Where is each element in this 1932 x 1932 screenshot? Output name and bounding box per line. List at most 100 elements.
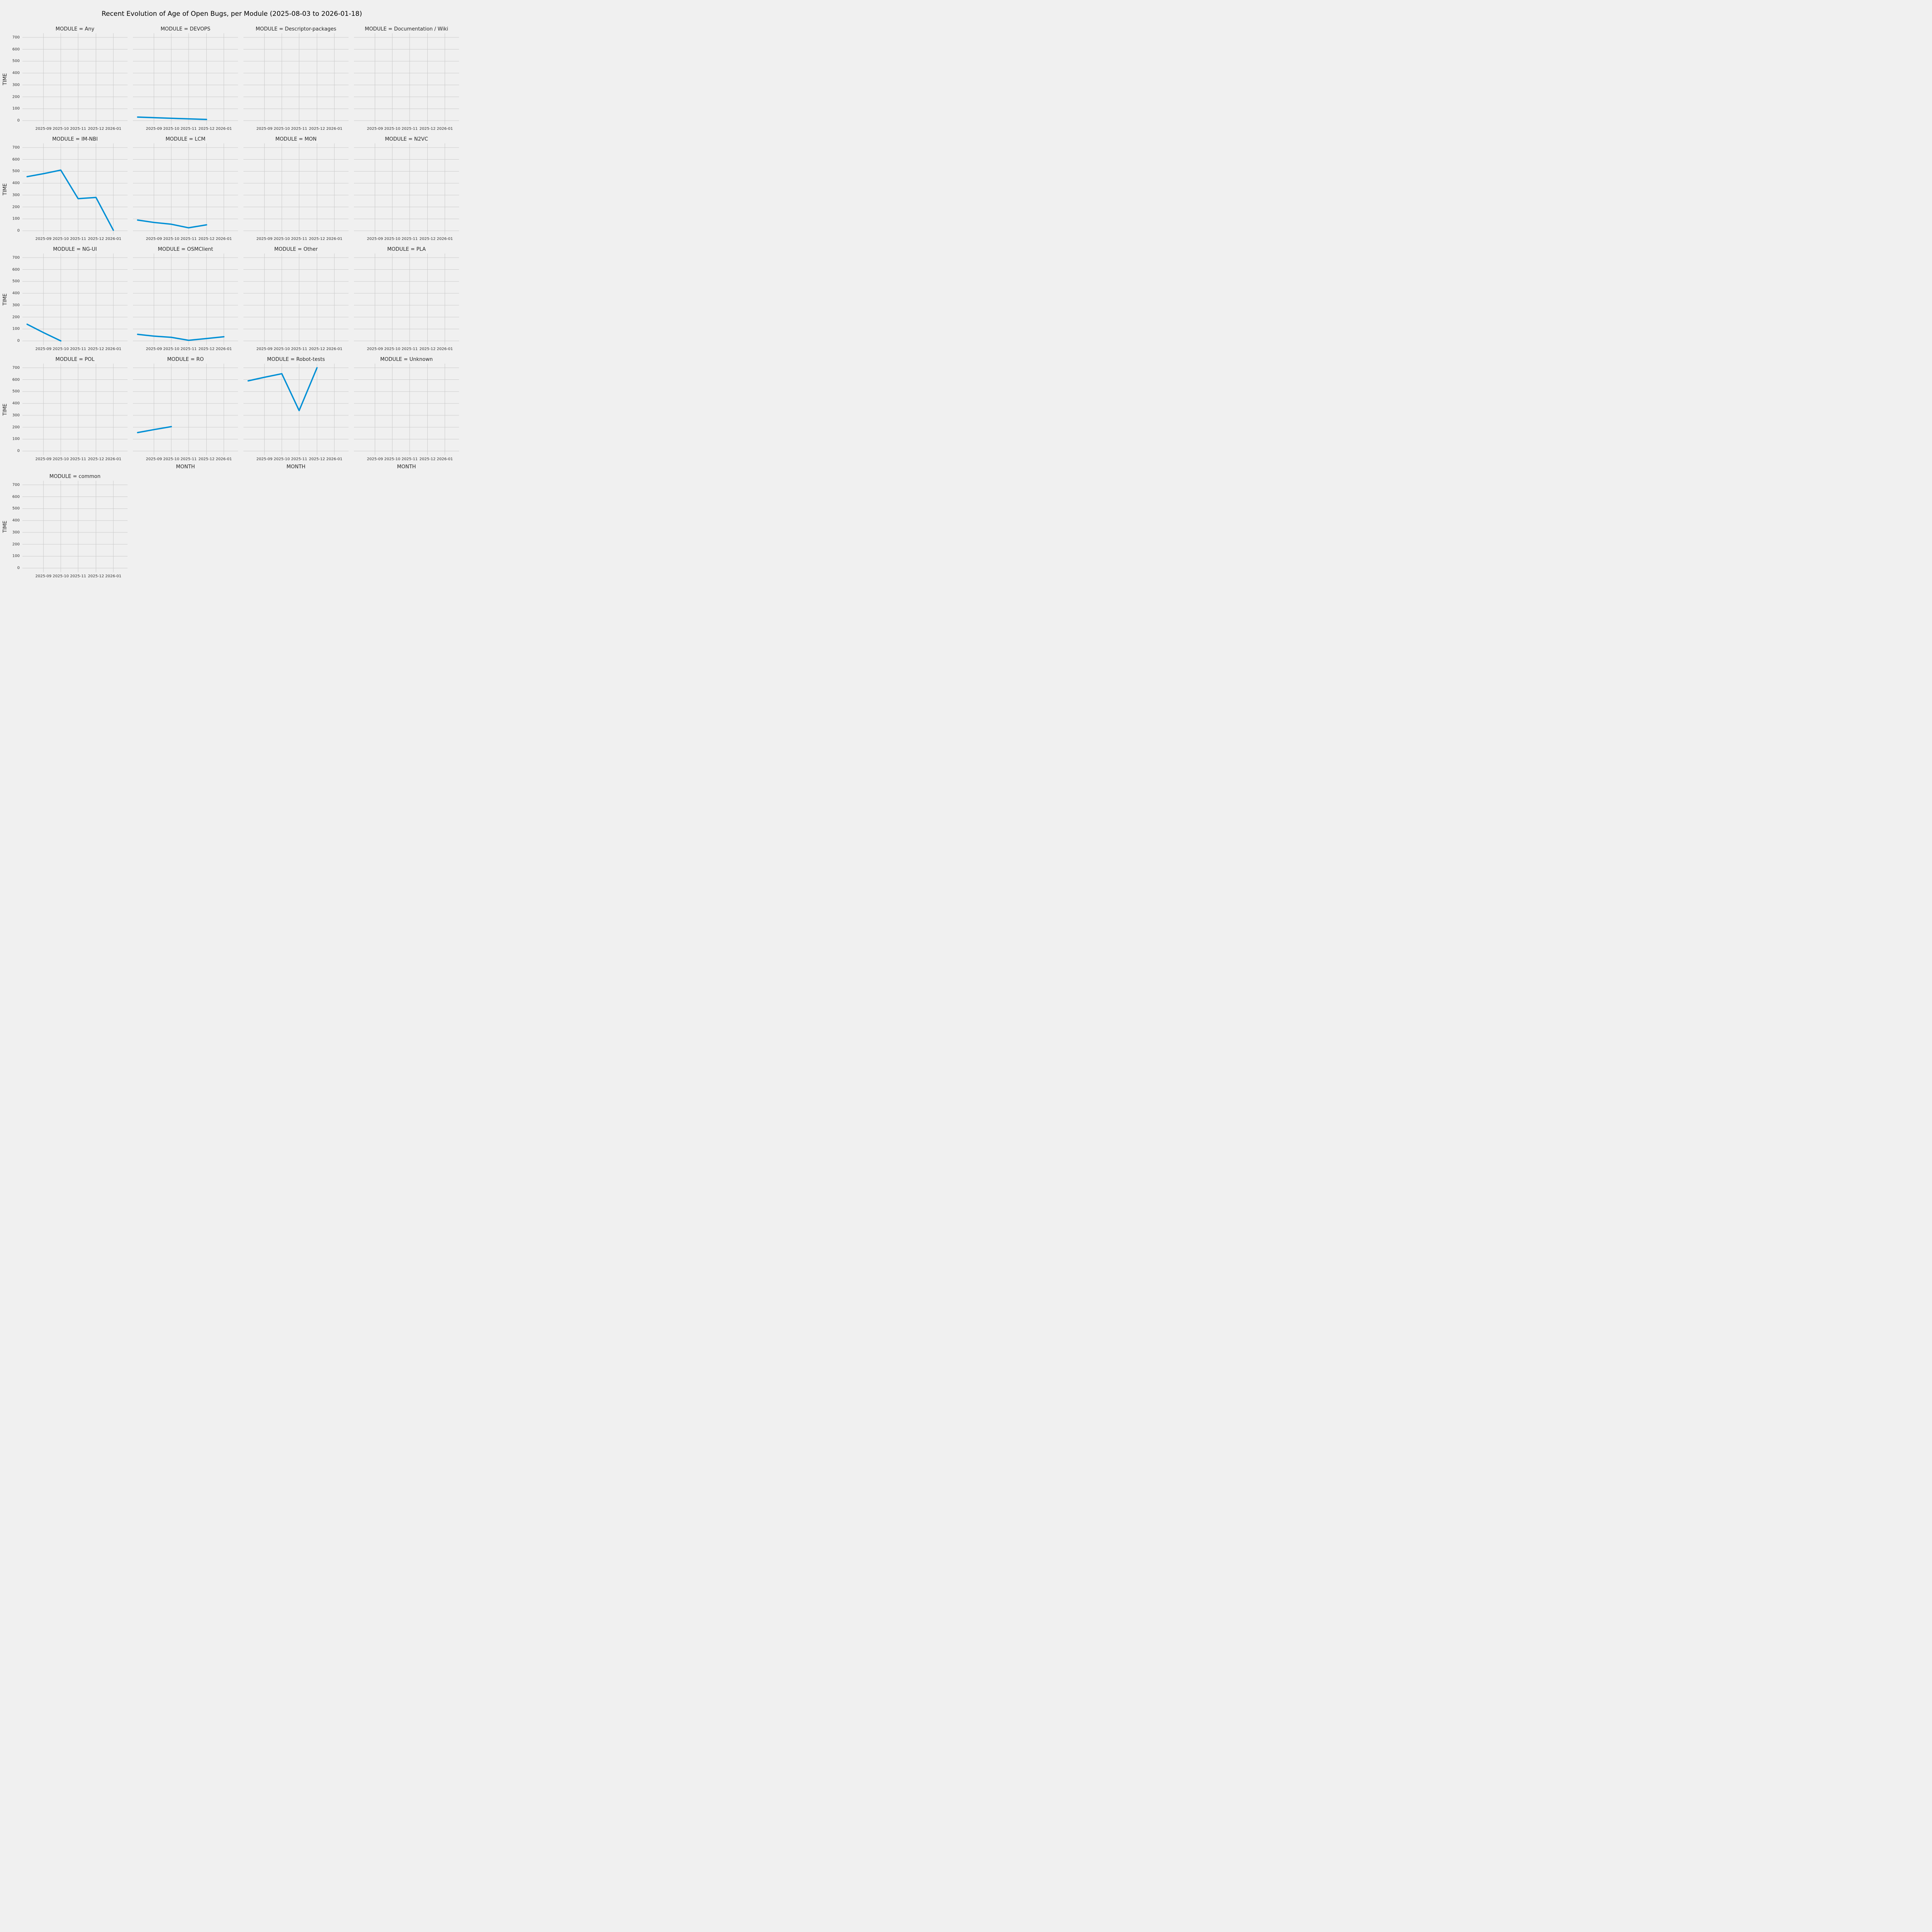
x-tick-label: 2025-11 [70,574,87,578]
figure: Recent Evolution of Age of Open Bugs, pe… [0,0,464,580]
x-tick-label: 2025-12 [419,457,436,461]
y-axis-label: TIME [2,183,8,196]
plot-area: 0 100 200 300 400 500 600 700 TIME [2,143,128,235]
x-tick-label: 2026-01 [216,127,232,131]
facet: MODULE = common 0 100 200 300 400 500 600 700 TIM… [2,473,128,580]
x-tick-label: 2025-11 [70,127,87,131]
data-line [138,220,206,228]
chart-svg [22,143,128,235]
x-tick-row: 2025-09 2025-10 2025-11 2025-12 2026-01 [133,347,238,353]
facet: MODULE = POL 0 100 200 300 400 500 600 700 TIME 20… [2,356,128,470]
facet: MODULE = Robot-tests 2025-09 2025-10 2025-1… [243,356,349,470]
y-tick-label: 0 [17,449,20,453]
x-tick-row: 2025-09 2025-10 2025-11 2025-12 2026-01 [243,127,349,133]
plot-area [133,253,238,345]
x-tick-label: 2025-12 [309,347,325,351]
x-tick-label: 2025-10 [274,237,290,241]
plot-area [133,364,238,455]
x-tick-label: 2025-11 [180,347,197,351]
y-tick-label: 400 [12,401,20,406]
y-tick-label: 500 [12,59,20,63]
x-tick-label: 2026-01 [326,237,343,241]
plot-area [354,143,459,235]
x-tick-label: 2025-10 [274,347,290,351]
y-tick-label: 500 [12,389,20,394]
x-tick-label: 2025-09 [256,237,273,241]
x-axis-label: MONTH [286,464,306,470]
chart-svg [354,33,459,125]
y-tick-label: 0 [17,228,20,233]
y-tick-label: 300 [12,83,20,87]
x-tick-row: 2025-09 2025-10 2025-11 2025-12 2026-01 [22,457,128,463]
x-tick-label: 2025-11 [291,457,308,461]
x-tick-label: 2026-01 [216,347,232,351]
facet: MODULE = DEVOPS 2025-09 2025-10 2025-11 2025… [133,26,238,133]
x-tick-label: 2025-10 [384,237,401,241]
y-tick-label: 200 [12,95,20,99]
x-tick-label: 2025-12 [309,127,325,131]
x-tick-label: 2025-11 [401,347,418,351]
facet-title: MODULE = IM-NBI [52,136,98,142]
x-tick-row: 2025-09 2025-10 2025-11 2025-12 2026-01 [22,237,128,243]
x-tick-label: 2025-09 [367,347,383,351]
y-tick-label: 300 [12,193,20,197]
data-line [27,170,113,230]
x-tick-label: 2025-09 [146,457,162,461]
y-tick-label: 700 [12,145,20,150]
y-tick-label: 600 [12,47,20,52]
chart-svg [133,364,238,455]
x-tick-row: 2025-09 2025-10 2025-11 2025-12 2026-01 [354,347,459,353]
y-tick-label: 300 [12,303,20,308]
chart-svg [243,253,349,345]
y-tick-label: 300 [12,413,20,418]
x-tick-label: 2025-10 [274,127,290,131]
x-tick-label: 2026-01 [437,457,453,461]
facet: MODULE = OSMClient 2025-09 2025-10 2025-11 2… [133,246,238,353]
x-tick-label: 2025-11 [180,127,197,131]
chart-svg [354,143,459,235]
plot-area [243,364,349,455]
facet: MODULE = Descriptor-packages 2025-09 2025-… [243,26,349,133]
chart-svg [133,33,238,125]
x-tick-label: 2025-12 [419,237,436,241]
x-tick-label: 2025-12 [88,127,104,131]
facet-title: MODULE = Unknown [380,357,433,362]
y-tick-label: 700 [12,35,20,40]
facet-title: MODULE = DEVOPS [160,26,211,32]
x-tick-label: 2025-12 [88,574,104,578]
y-tick-label: 100 [12,216,20,221]
plot-area: 0 100 200 300 400 500 600 700 TIME [2,364,128,455]
y-tick-label: 600 [12,495,20,499]
facet-title: MODULE = Other [274,247,318,252]
x-tick-row: 2025-09 2025-10 2025-11 2025-12 2026-01 [354,457,459,463]
x-tick-label: 2025-11 [401,457,418,461]
facet: MODULE = Documentation / Wiki 2025-09 2025… [354,26,459,133]
facet: MODULE = NG-UI 0 100 200 300 400 500 600 700 TIME… [2,246,128,353]
x-tick-label: 2025-11 [70,347,87,351]
chart-svg [243,33,349,125]
x-tick-label: 2026-01 [437,237,453,241]
x-tick-row: 2025-09 2025-10 2025-11 2025-12 2026-01 [133,127,238,133]
chart-svg [133,143,238,235]
x-tick-label: 2025-09 [256,347,273,351]
x-tick-label: 2025-09 [146,127,162,131]
x-tick-label: 2026-01 [326,127,343,131]
x-tick-label: 2025-10 [384,347,401,351]
x-tick-label: 2025-11 [291,347,308,351]
y-axis-label: TIME [2,293,8,306]
x-tick-label: 2025-10 [384,127,401,131]
data-line [138,117,206,119]
x-tick-label: 2025-12 [198,127,215,131]
y-axis-label: TIME [2,73,8,85]
x-tick-label: 2026-01 [216,457,232,461]
x-tick-label: 2026-01 [105,574,122,578]
data-line [138,334,224,340]
y-axis-label: TIME [2,520,8,533]
x-tick-label: 2025-09 [367,127,383,131]
x-tick-label: 2025-12 [419,127,436,131]
facet: MODULE = N2VC 2025-09 2025-10 2025-11 2025-1… [354,136,459,243]
chart-svg [354,364,459,455]
plot-area [354,364,459,455]
plot-area [243,143,349,235]
x-tick-label: 2025-09 [35,457,52,461]
